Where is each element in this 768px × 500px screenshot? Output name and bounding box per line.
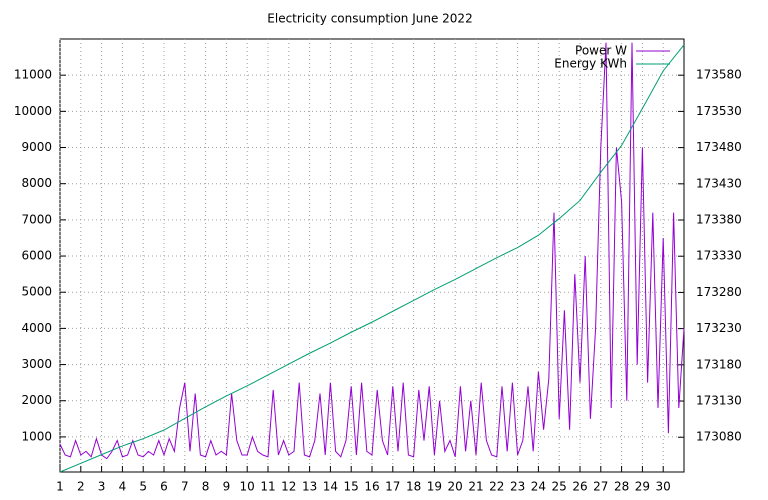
x-tick-label: 17 xyxy=(385,480,400,494)
x-tick-label: 8 xyxy=(202,480,210,494)
y-tick-label: 6000 xyxy=(21,249,52,263)
y-tick-label: 9000 xyxy=(21,140,52,154)
x-tick-label: 15 xyxy=(344,480,359,494)
x-tick-label: 6 xyxy=(160,480,168,494)
x-tick-label: 28 xyxy=(614,480,629,494)
x-tick-label: 19 xyxy=(427,480,442,494)
x-tick-label: 10 xyxy=(240,480,255,494)
x-tick-label: 5 xyxy=(139,480,147,494)
x-tick-label: 12 xyxy=(281,480,296,494)
x-tick-label: 30 xyxy=(656,480,671,494)
x-tick-label: 29 xyxy=(635,480,650,494)
y2-tick-label: 173080 xyxy=(696,430,742,444)
y2-tick-label: 173280 xyxy=(696,285,742,299)
x-tick-label: 23 xyxy=(510,480,525,494)
y-tick-label: 10000 xyxy=(14,104,52,118)
y2-tick-label: 173430 xyxy=(696,176,742,190)
chart-title: Electricity consumption June 2022 xyxy=(267,12,472,26)
x-tick-label: 25 xyxy=(552,480,567,494)
y2-tick-label: 173380 xyxy=(696,213,742,227)
y-tick-label: 4000 xyxy=(21,321,52,335)
legend-label: Power W xyxy=(575,44,627,58)
series-line xyxy=(59,44,685,473)
y-tick-label: 3000 xyxy=(21,357,52,371)
y-tick-label: 11000 xyxy=(14,68,52,82)
x-tick-label: 2 xyxy=(77,480,85,494)
x-tick-label: 7 xyxy=(181,480,189,494)
y-tick-label: 2000 xyxy=(21,393,52,407)
x-tick-label: 24 xyxy=(531,480,546,494)
x-tick-label: 1 xyxy=(56,480,64,494)
y-tick-label: 8000 xyxy=(21,176,52,190)
x-tick-label: 16 xyxy=(364,480,379,494)
x-tick-label: 3 xyxy=(98,480,106,494)
series-line xyxy=(59,42,685,460)
y2-tick-label: 173330 xyxy=(696,249,742,263)
x-tick-label: 21 xyxy=(468,480,483,494)
y2-tick-label: 173530 xyxy=(696,104,742,118)
y2-tick-label: 173480 xyxy=(696,140,742,154)
y2-tick-label: 173230 xyxy=(696,321,742,335)
y-tick-label: 5000 xyxy=(21,285,52,299)
x-tick-label: 27 xyxy=(593,480,608,494)
x-tick-label: 26 xyxy=(572,480,587,494)
x-tick-label: 4 xyxy=(119,480,127,494)
x-tick-label: 20 xyxy=(448,480,463,494)
y-tick-label: 1000 xyxy=(21,429,52,443)
y2-tick-label: 173180 xyxy=(696,357,742,371)
y2-tick-label: 173130 xyxy=(696,394,742,408)
legend-label: Energy KWh xyxy=(554,57,627,71)
x-tick-label: 9 xyxy=(223,480,231,494)
x-tick-label: 11 xyxy=(260,480,275,494)
x-tick-label: 22 xyxy=(489,480,504,494)
x-tick-label: 18 xyxy=(406,480,421,494)
x-tick-label: 13 xyxy=(302,480,317,494)
y-tick-label: 7000 xyxy=(21,212,52,226)
y2-tick-label: 173580 xyxy=(696,68,742,82)
x-tick-label: 14 xyxy=(323,480,338,494)
